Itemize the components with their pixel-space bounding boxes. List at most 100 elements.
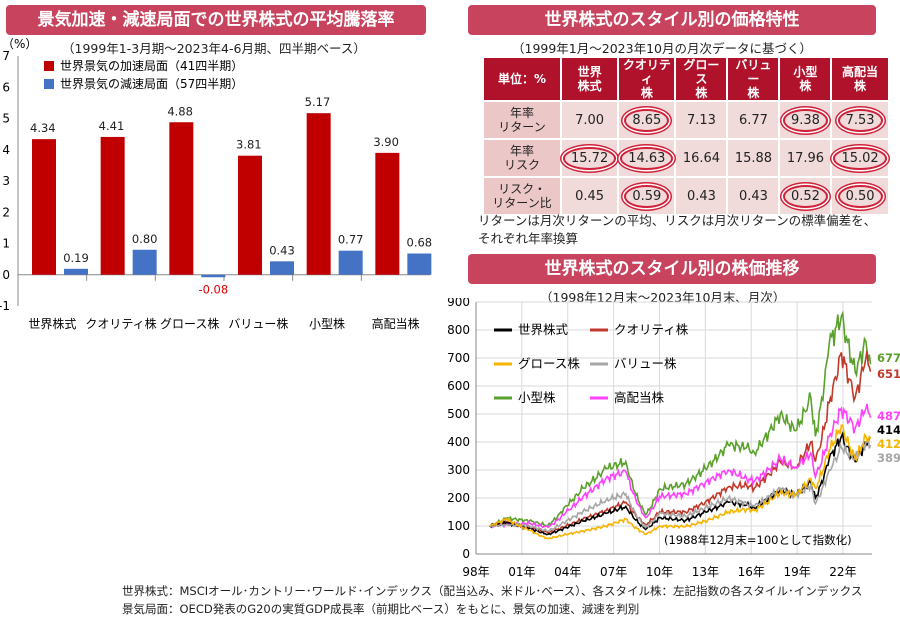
- x-tick-label: グロース株: [160, 316, 219, 331]
- table-cell: 0.43: [728, 178, 779, 214]
- y-tick-label: 1: [2, 237, 10, 251]
- table-cell: 16.64: [676, 140, 727, 176]
- cell-value: 15.88: [734, 150, 773, 166]
- bar: [375, 152, 400, 275]
- bar-value-label: 5.17: [305, 95, 331, 109]
- x-tick-label: 13年: [692, 565, 719, 579]
- table-cell: 7.53: [832, 102, 888, 138]
- table-cell: 0.50: [832, 178, 888, 214]
- cell-value: 0.43: [686, 188, 716, 204]
- y-tick-label: 7: [2, 49, 10, 63]
- cell-value: 9.38: [782, 108, 828, 132]
- x-tick-label: 10年: [646, 565, 673, 579]
- y-tick-label: 6: [2, 80, 10, 94]
- series-end-label: 412: [877, 437, 900, 451]
- legend-label: 世界景気の加速局面（41四半期）: [60, 58, 243, 73]
- column-header: バリュー株: [728, 58, 779, 100]
- table-cell: 15.72: [562, 140, 618, 176]
- y-tick-label: 100: [447, 519, 470, 533]
- x-tick-label: 16年: [738, 565, 765, 579]
- series-end-label: 651: [877, 367, 900, 381]
- series-line: [489, 403, 872, 529]
- y-tick-label: 400: [447, 435, 470, 449]
- series-end-label: 487: [877, 409, 900, 423]
- table-note-line2: それぞれ年率換算: [478, 231, 579, 246]
- bar: [201, 274, 226, 278]
- x-tick-label: 01年: [508, 565, 535, 579]
- bar: [338, 250, 363, 275]
- series-line: [489, 424, 872, 540]
- left-panel-title: 景気加速・減速局面での世界株式の平均騰落率: [6, 5, 426, 35]
- legend-label: バリュー株: [614, 356, 677, 371]
- bar-value-label: 0.43: [269, 243, 295, 257]
- table-cell: 6.77: [728, 102, 779, 138]
- bar-value-label: 3.90: [373, 135, 399, 149]
- bar: [100, 136, 125, 275]
- row-header: 年率 リターン: [484, 102, 560, 138]
- footer-line2: 景気局面：OECD発表のG20の実質GDP成長率（前期比ベース）をもとに、景気の…: [122, 602, 640, 616]
- column-header: クオリティ株: [619, 58, 675, 100]
- y-tick-label: 600: [447, 379, 470, 393]
- y-tick-label: 500: [447, 407, 470, 421]
- cell-value: 17.96: [786, 150, 825, 166]
- table-unit-label: 単位：%: [484, 58, 560, 100]
- y-tick-label: 5: [2, 112, 10, 126]
- cell-value: 14.63: [620, 146, 674, 170]
- cell-value: 0.59: [624, 184, 670, 208]
- right-top-subtitle: （1999年1月～2023年10月の月次データに基づく）: [512, 41, 812, 56]
- x-tick-label: 22年: [829, 565, 856, 579]
- style-characteristics-table: 単位：% 世界 株式 クオリティ株 グロース株 バリュー株 小型株 高配当株 年率…: [482, 56, 890, 216]
- bar: [270, 261, 294, 275]
- y-tick-label: 700: [447, 351, 470, 365]
- bar-value-label: 0.80: [132, 232, 158, 246]
- cell-value: 0.50: [837, 184, 883, 208]
- y-tick-label: 0: [462, 547, 470, 561]
- y-axis-unit: （%）: [2, 37, 37, 51]
- series-end-label: 414: [877, 423, 900, 437]
- column-header: 小型株: [780, 58, 831, 100]
- table-cell: 9.38: [780, 102, 831, 138]
- x-tick-label: 07年: [600, 565, 627, 579]
- column-header: 世界 株式: [562, 58, 618, 100]
- legend-label: クオリティ株: [614, 322, 689, 337]
- cell-value: 7.13: [686, 112, 716, 128]
- x-tick-label: 04年: [554, 565, 581, 579]
- cell-value: 0.45: [575, 188, 605, 204]
- bar: [407, 253, 432, 275]
- right-top-title: 世界株式のスタイル別の価格特性: [468, 5, 876, 35]
- table-cell: 7.13: [676, 102, 727, 138]
- bar-value-label: 4.88: [167, 104, 193, 118]
- bar: [64, 268, 88, 275]
- legend-label: グロース株: [518, 356, 580, 371]
- legend-swatch: [44, 61, 54, 71]
- bar: [32, 139, 56, 275]
- series-line: [489, 310, 872, 528]
- table-note-line1: リターンは月次リターンの平均、リスクは月次リターンの標準偏差を、: [478, 213, 877, 228]
- table-cell: 0.43: [676, 178, 727, 214]
- cell-value: 15.02: [833, 146, 887, 170]
- x-tick-label: クオリティ株: [85, 316, 156, 331]
- bar-value-label: 4.34: [30, 121, 56, 135]
- cell-value: 0.43: [738, 188, 768, 204]
- cell-value: 7.53: [837, 108, 883, 132]
- table-cell: 14.63: [619, 140, 675, 176]
- table-cell: 15.88: [728, 140, 779, 176]
- table-cell: 0.59: [619, 178, 675, 214]
- table-row: 年率 リスク 15.72 14.63 16.64 15.88 17.96 15.02: [484, 140, 888, 176]
- table-cell: 7.00: [562, 102, 618, 138]
- table-row: 年率 リターン 7.00 8.65 7.13 6.77 9.38 7.53: [484, 102, 888, 138]
- series-line: [489, 437, 872, 533]
- y-tick-label: 900: [447, 298, 470, 309]
- row-header: リスク・ リターン比: [484, 178, 560, 214]
- x-tick-label: 高配当株: [372, 316, 420, 331]
- cell-value: 8.65: [624, 108, 670, 132]
- cell-value: 6.77: [738, 112, 768, 128]
- y-tick-label: 200: [447, 491, 470, 505]
- legend-label: 高配当株: [614, 390, 665, 405]
- table-cell: 15.02: [832, 140, 888, 176]
- cell-value: 0.52: [782, 184, 828, 208]
- x-tick-label: 世界株式: [28, 316, 76, 331]
- bar-value-label: 4.41: [99, 119, 125, 133]
- cell-value: 15.72: [563, 146, 617, 170]
